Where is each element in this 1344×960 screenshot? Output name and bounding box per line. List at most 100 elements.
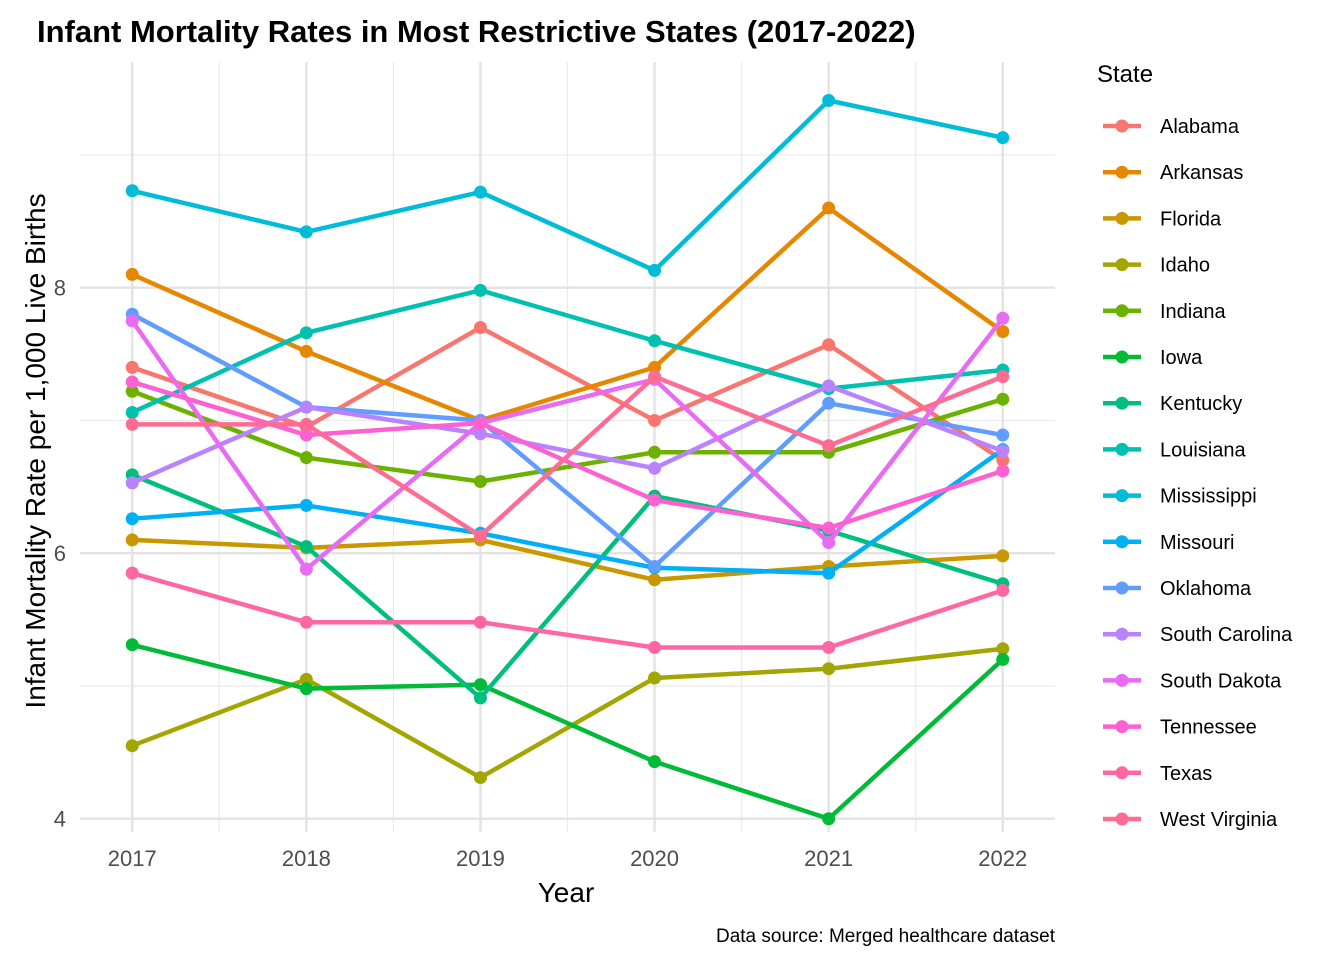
legend-title: State [1097,61,1153,88]
legend-label: Indiana [1160,301,1226,323]
data-point-tennessee [125,375,139,389]
data-point-indiana [299,451,313,465]
legend-key-point [1115,673,1129,687]
data-point-arkansas [648,360,662,374]
data-point-mississippi [125,184,139,198]
legend-label: Oklahoma [1160,578,1252,600]
data-point-west-virginia [125,417,139,431]
data-point-florida [125,533,139,547]
data-point-south-carolina [473,427,487,441]
legend-label: Idaho [1160,255,1210,277]
data-point-south-carolina [125,476,139,490]
data-point-louisiana [299,326,313,340]
legend-label: South Dakota [1160,670,1282,692]
data-point-missouri [299,498,313,512]
legend-key-point [1115,627,1129,641]
legend-item-west-virginia: West Virginia [1103,809,1278,831]
legend-item-kentucky: Kentucky [1103,393,1242,415]
data-point-west-virginia [996,370,1010,384]
data-point-tennessee [996,464,1010,478]
series-line-texas [129,570,1006,650]
data-point-south-carolina [648,461,662,475]
data-point-indiana [125,384,139,398]
series-line-alabama [129,325,1006,463]
data-point-texas [648,640,662,654]
data-point-arkansas [125,267,139,281]
data-point-mississippi [648,263,662,277]
data-point-idaho [299,672,313,686]
data-point-louisiana [125,405,139,419]
legend-label: Alabama [1160,116,1240,138]
y-tick-label: 6 [54,541,66,566]
legend-label: Texas [1160,763,1212,785]
series-west-virginia [125,370,1010,543]
legend-item-south-dakota: South Dakota [1103,670,1282,692]
data-point-tennessee [822,521,836,535]
series-line-missouri [129,447,1006,576]
data-point-florida [996,549,1010,563]
legend-label: Tennessee [1160,717,1257,739]
data-point-oklahoma [996,428,1010,442]
y-tick-label: 4 [54,807,66,832]
data-point-kentucky [473,691,487,705]
data-point-iowa [299,682,313,696]
series-line-south-dakota [129,315,1006,572]
legend-item-missouri: Missouri [1103,532,1234,554]
legend-label: Louisiana [1160,439,1247,461]
series-line-idaho [129,646,1006,780]
data-point-mississippi [473,185,487,199]
data-point-idaho [996,642,1010,656]
legend-key-point [1115,258,1129,272]
legend-label: South Carolina [1160,624,1293,646]
data-point-louisiana [648,334,662,348]
data-point-texas [473,615,487,629]
data-point-south-dakota [299,562,313,576]
data-point-south-carolina [996,444,1010,458]
series-idaho [125,642,1010,785]
legend-item-louisiana: Louisiana [1103,439,1247,461]
x-axis-ticks: 2017 2018 2019 2020 2021 2022 [108,846,1027,871]
legend-label: Arkansas [1160,162,1243,184]
legend-item-mississippi: Mississippi [1103,486,1257,508]
legend-key-point [1115,119,1129,133]
data-point-alabama [125,360,139,374]
series-line-south-carolina [129,383,1006,486]
series-line-arkansas [129,205,1006,423]
series-line-louisiana [129,288,1006,415]
data-point-west-virginia [473,529,487,543]
data-point-south-dakota [996,311,1010,325]
legend-key-point [1115,581,1129,595]
data-point-arkansas [996,325,1010,338]
data-point-tennessee [473,416,487,430]
legend-key-point [1115,489,1129,503]
data-point-south-carolina [299,400,313,414]
legend-label: Iowa [1160,347,1203,369]
legend-key-point [1115,442,1129,456]
legend-item-idaho: Idaho [1103,255,1210,277]
legend-item-florida: Florida [1103,208,1222,230]
series-indiana [125,384,1010,489]
legend-item-texas: Texas [1103,763,1212,785]
data-point-texas [822,640,836,654]
data-point-oklahoma [648,559,662,573]
series-line-oklahoma [129,311,1006,569]
legend-key-point [1115,211,1129,225]
x-tick-label: 2021 [804,846,853,871]
data-point-mississippi [822,94,836,107]
data-point-south-dakota [822,536,836,550]
data-point-iowa [648,755,662,769]
data-point-idaho [125,739,139,753]
data-point-tennessee [648,493,662,507]
data-point-texas [125,566,139,580]
data-point-mississippi [996,131,1010,145]
y-axis-ticks: 4 6 8 [54,276,66,832]
data-point-arkansas [299,344,313,358]
x-tick-label: 2020 [630,846,679,871]
chart-title: Infant Mortality Rates in Most Restricti… [37,14,916,49]
series-line-mississippi [129,98,1006,273]
data-point-west-virginia [648,370,662,384]
data-point-idaho [648,671,662,685]
legend-key-point [1115,304,1129,318]
data-point-south-dakota [125,314,139,328]
